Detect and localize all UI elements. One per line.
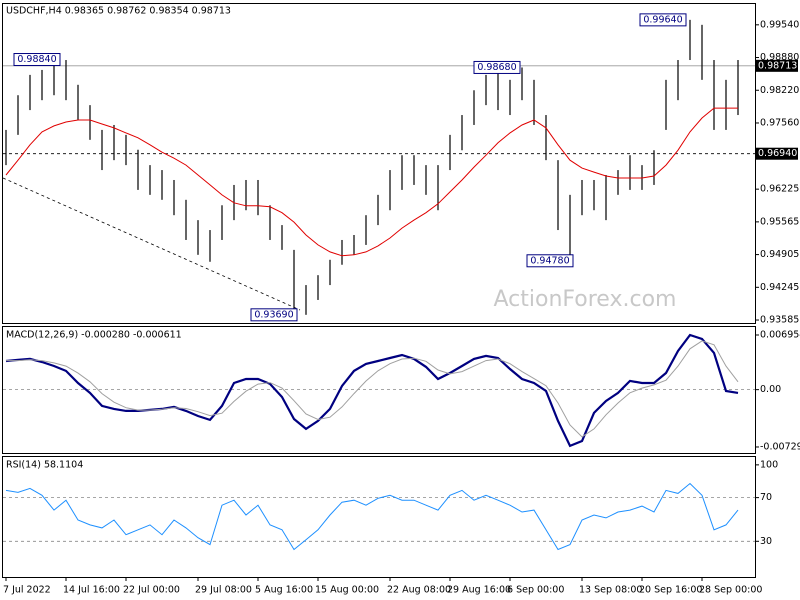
x-tick-label: 13 Sep 08:00 (579, 585, 642, 596)
moving-average (5, 107, 738, 257)
annotation-label: 0.93690 (254, 309, 293, 320)
y-tick-label: 0.006954 (760, 329, 800, 340)
y-tick-label: -0.007294 (760, 441, 800, 452)
x-tick-label: 22 Jul 00:00 (123, 585, 180, 596)
y-tick-label: 0.95565 (760, 216, 799, 227)
annotation-box (473, 60, 521, 74)
y-tick-label: 0.99540 (760, 19, 799, 30)
y-tick-label: 30 (760, 536, 772, 547)
y-tick-label: 0.97560 (760, 117, 799, 128)
annotation-box (526, 254, 574, 268)
y-tick-label: 0.94905 (760, 249, 799, 260)
y-tick-label: 70 (760, 492, 772, 503)
y-tick-label: 0.93585 (760, 315, 799, 326)
annotation-label: 0.98680 (477, 62, 516, 73)
y-tick-label: 0.98220 (760, 85, 799, 96)
x-tick-label: 28 Sep 00:00 (699, 585, 762, 596)
y-tick-label: 0.00 (760, 384, 781, 395)
price-panel (2, 3, 756, 324)
trendline (2, 177, 301, 311)
x-tick-label: 14 Jul 16:00 (63, 585, 120, 596)
indicator-line (5, 482, 739, 551)
indicator-line (6, 340, 739, 438)
annotation-box (13, 53, 61, 67)
x-tick-label: 7 Jul 2022 (3, 585, 51, 596)
y-tick-label: 100 (760, 459, 778, 470)
x-tick-label: 6 Sep 00:00 (507, 585, 564, 596)
x-tick-label: 29 Aug 16:00 (447, 585, 511, 596)
annotation-box (250, 308, 298, 322)
price-label: 0.98713 (758, 60, 797, 71)
y-tick-label: 0.94245 (760, 282, 799, 293)
annotation-label: 0.94780 (530, 255, 569, 266)
rsi-panel (2, 456, 756, 578)
x-tick-label: 5 Aug 16:00 (255, 585, 313, 596)
rsi-title: RSI(14) 58.1104 (6, 460, 83, 471)
y-tick-label: 0.96225 (760, 184, 799, 195)
price-label-box (756, 147, 798, 160)
x-tick-label: 20 Sep 16:00 (639, 585, 702, 596)
indicator-line (5, 333, 739, 448)
annotation-label: 0.99640 (643, 14, 682, 25)
annotation-label: 0.98840 (17, 54, 56, 65)
x-tick-label: 15 Aug 00:00 (315, 585, 379, 596)
price-label-box (756, 59, 798, 72)
watermark: ActionForex.com (494, 287, 677, 312)
x-tick-label: 29 Jul 08:00 (195, 585, 252, 596)
annotation-box (639, 13, 687, 27)
y-tick-label: 0.98880 (760, 52, 799, 63)
price-label: 0.96940 (758, 148, 797, 159)
price-title: USDCHF,H4 0.98365 0.98762 0.98354 0.9871… (6, 6, 231, 17)
macd-title: MACD(12,26,9) -0.000280 -0.000611 (6, 330, 182, 341)
x-tick-label: 22 Aug 08:00 (387, 585, 451, 596)
